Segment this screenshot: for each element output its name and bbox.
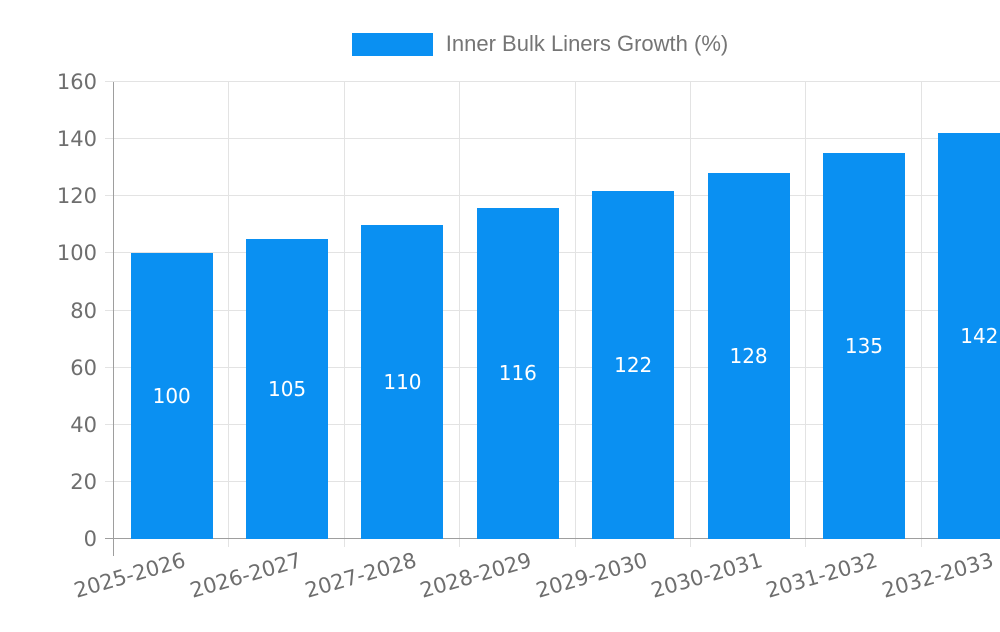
bar-value-label: 128 xyxy=(729,344,768,369)
bar: 110 xyxy=(361,224,444,539)
x-gridline xyxy=(805,82,807,539)
y-tick xyxy=(105,480,114,482)
bar: 100 xyxy=(130,253,213,539)
x-axis-label: 2032-2033 xyxy=(879,548,996,603)
x-axis-label: 2030-2031 xyxy=(648,548,766,603)
bar-value-label: 105 xyxy=(267,377,307,402)
y-gridline xyxy=(114,81,1000,82)
bar-value-label: 100 xyxy=(152,384,191,409)
x-axis-label: 2025-2026 xyxy=(71,548,189,603)
x-gridline xyxy=(343,82,345,539)
bar-value-label: 116 xyxy=(498,361,537,386)
bar: 128 xyxy=(707,173,790,539)
legend-swatch xyxy=(351,32,433,56)
x-gridline xyxy=(689,82,691,539)
x-axis-label: 2031-2032 xyxy=(763,548,881,603)
y-tick xyxy=(105,309,114,311)
x-gridline xyxy=(574,82,576,539)
y-tick xyxy=(105,423,114,425)
x-tick xyxy=(459,539,461,547)
x-gridline xyxy=(459,82,461,539)
y-tick xyxy=(105,366,114,368)
bar-value-label: 142 xyxy=(960,324,999,349)
legend-label: Inner Bulk Liners Growth (%) xyxy=(445,31,729,56)
x-tick xyxy=(574,539,576,547)
y-axis-label: 100 xyxy=(56,241,97,266)
legend-item[interactable]: Inner Bulk Liners Growth (%) xyxy=(351,31,729,57)
y-gridline xyxy=(114,195,1000,197)
bar: 135 xyxy=(822,153,905,539)
y-tick xyxy=(105,81,114,82)
y-tick xyxy=(105,138,114,140)
y-tick xyxy=(105,252,114,254)
bar: 142 xyxy=(938,133,1000,539)
bar-chart: Inner Bulk Liners Growth (%) 0 20 40 60 80 10… xyxy=(40,16,1000,616)
x-axis-label: 2027-2028 xyxy=(302,548,420,603)
x-tick xyxy=(343,539,345,547)
x-tick xyxy=(805,539,807,547)
bar-value-label: 110 xyxy=(383,369,422,394)
bar: 122 xyxy=(592,190,675,539)
x-gridline xyxy=(228,82,230,539)
y-axis-label: 120 xyxy=(56,184,97,209)
bar: 116 xyxy=(476,207,559,539)
x-axis-label: 2026-2027 xyxy=(187,548,304,603)
x-tick xyxy=(920,539,922,547)
bar-value-label: 122 xyxy=(614,352,653,377)
y-gridline xyxy=(114,138,1000,140)
y-axis-line xyxy=(113,82,114,556)
x-axis-label: 2028-2029 xyxy=(417,548,535,603)
bar-value-label: 135 xyxy=(844,334,884,359)
y-tick xyxy=(105,195,114,197)
y-axis-label: 80 xyxy=(70,298,97,323)
x-tick xyxy=(689,539,691,547)
x-axis-label: 2029-2030 xyxy=(533,548,650,603)
y-axis-label: 0 xyxy=(83,527,97,551)
y-axis-label: 20 xyxy=(70,469,97,494)
y-axis-label: 40 xyxy=(70,412,97,437)
y-axis-label: 140 xyxy=(56,127,97,152)
bar: 105 xyxy=(246,239,329,539)
x-tick xyxy=(228,539,230,547)
chart-legend: Inner Bulk Liners Growth (%) xyxy=(40,31,1000,57)
x-gridline xyxy=(920,82,922,539)
y-axis-label: 160 xyxy=(56,70,97,94)
y-axis-label: 60 xyxy=(70,355,97,380)
